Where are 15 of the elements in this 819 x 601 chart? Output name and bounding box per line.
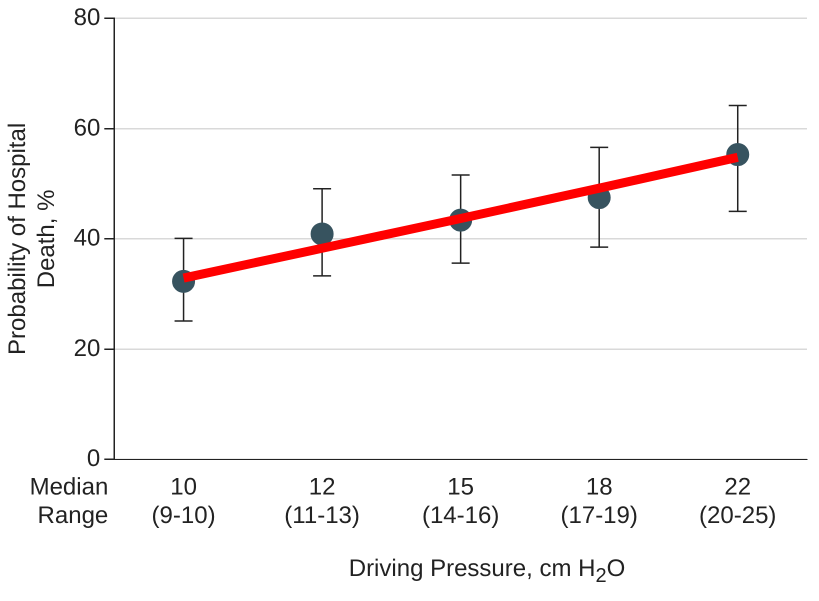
x-tick-label: 10 (9-10) [152, 473, 216, 530]
y-tick-label: 60 [74, 114, 100, 142]
text: Median [30, 473, 108, 500]
y-axis-title: Probability of Hospital Death, % [4, 122, 60, 355]
text: Range [38, 502, 108, 530]
point [310, 222, 334, 246]
x-tick-label: 15 (14-16) [422, 473, 500, 530]
y-tick-label: 80 [74, 4, 100, 32]
y-tick-label: 20 [74, 334, 100, 362]
y-tick-label: 40 [74, 224, 100, 252]
x-tick-label: 12 (11-13) [284, 473, 360, 530]
x-tick-label: 22 (20-25) [699, 473, 776, 530]
x-tick-label: 18 (17-19) [560, 473, 638, 530]
y-tick-label: 0 [86, 445, 100, 472]
x-axis-title: Driving Pressure, cm H$_{2}$O [348, 555, 626, 588]
